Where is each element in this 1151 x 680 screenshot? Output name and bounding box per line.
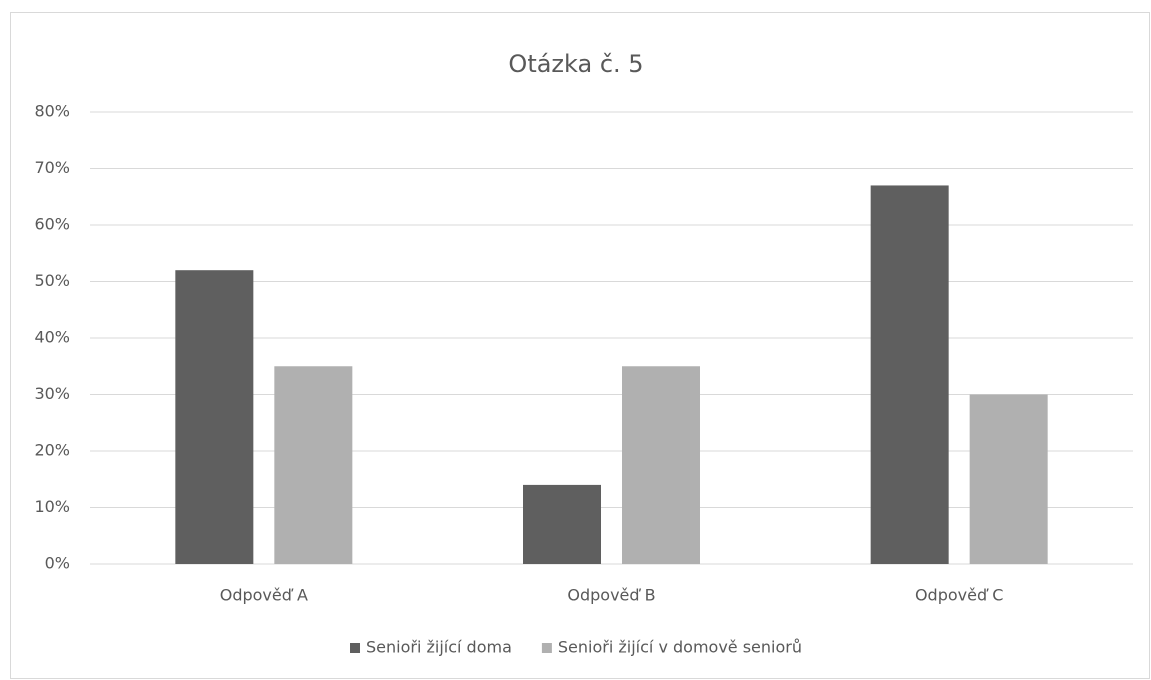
y-tick-label: 20%	[34, 441, 70, 460]
chart-title: Otázka č. 5	[508, 50, 643, 78]
bar	[870, 185, 949, 564]
bar	[523, 484, 601, 564]
legend-swatch	[350, 643, 361, 653]
legend-label: Senioři žijící doma	[366, 638, 512, 657]
y-tick-label: 70%	[34, 158, 70, 177]
x-tick-label: Odpověď A	[220, 586, 308, 605]
x-tick-label: Odpověď B	[567, 586, 655, 605]
bar	[969, 394, 1048, 564]
y-tick-label: 30%	[34, 384, 70, 403]
bar	[622, 366, 700, 564]
y-tick-label: 50%	[34, 271, 70, 290]
y-tick-label: 60%	[34, 215, 70, 234]
bar	[274, 366, 353, 564]
y-tick-label: 0%	[45, 554, 70, 573]
x-tick-label: Odpověď C	[915, 586, 1003, 605]
y-tick-label: 40%	[34, 328, 70, 347]
y-tick-label: 10%	[34, 497, 70, 516]
legend-label: Senioři žijící v domově seniorů	[558, 638, 802, 657]
y-tick-label: 80%	[34, 102, 70, 121]
bar	[175, 270, 254, 564]
legend-swatch	[541, 643, 552, 653]
